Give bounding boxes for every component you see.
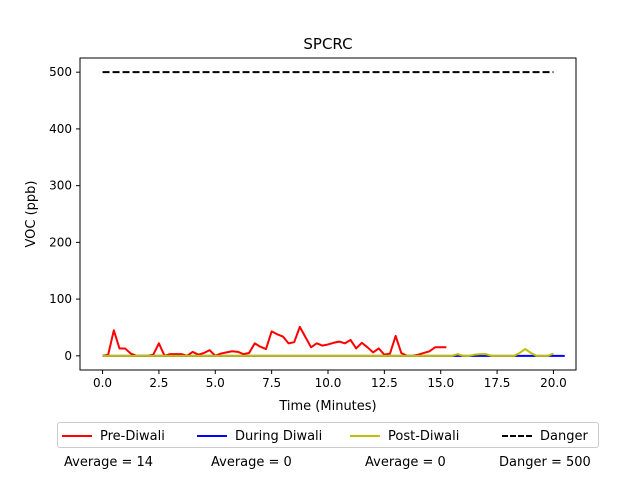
legend-label-danger: Danger	[540, 428, 588, 444]
y-axis-label: VOC (ppb)	[24, 180, 39, 247]
legend-label-post-diwali: Post-Diwali	[388, 428, 460, 444]
legend-label-pre-diwali: Pre-Diwali	[100, 428, 165, 444]
average-during-diwali: Average = 0	[211, 455, 292, 470]
series-layer	[102, 71, 565, 357]
y-tick-label: 200	[49, 235, 72, 249]
x-tick-label: 7.5	[262, 376, 281, 390]
y-tick-label: 100	[49, 292, 72, 306]
y-tick-label: 400	[49, 122, 72, 136]
y-tick-label: 500	[49, 65, 72, 79]
x-tick-label: 12.5	[371, 376, 398, 390]
x-axis: 0.0 2.5 5.0 7.5 10.0 12.5 15.0 17.5 20.0	[93, 370, 567, 390]
average-pre-diwali: Average = 14	[64, 455, 154, 470]
chart-title: SPCRC	[303, 35, 352, 53]
legend-swatch-danger	[502, 435, 532, 437]
legend-item-danger: Danger	[502, 427, 588, 445]
x-tick-label: 2.5	[149, 376, 168, 390]
x-tick-label: 10.0	[315, 376, 342, 390]
legend-item-during-diwali: During Diwali	[197, 427, 322, 445]
y-tick-label: 300	[49, 179, 72, 193]
legend: Pre-Diwali During Diwali Post-Diwali Dan…	[57, 422, 599, 448]
legend-swatch-post-diwali	[350, 435, 380, 437]
legend-swatch-pre-diwali	[62, 435, 92, 437]
plot-frame	[79, 57, 577, 371]
x-tick-label: 15.0	[427, 376, 454, 390]
x-tick-label: 17.5	[484, 376, 511, 390]
legend-item-post-diwali: Post-Diwali	[350, 427, 459, 445]
y-tick-label: 0	[64, 349, 72, 363]
legend-label-during-diwali: During Diwali	[235, 428, 323, 444]
x-tick-label: 0.0	[93, 376, 112, 390]
danger-level: Danger = 500	[499, 455, 591, 470]
legend-item-pre-diwali: Pre-Diwali	[62, 427, 165, 445]
x-axis-label: Time (Minutes)	[278, 399, 376, 414]
series-line-pre-diwali	[102, 325, 447, 357]
y-axis: 0 100 200 300 400 500	[49, 65, 80, 363]
series-line-post-diwali	[102, 348, 554, 357]
legend-swatch-during-diwali	[197, 435, 227, 437]
x-tick-label: 20.0	[540, 376, 567, 390]
average-post-diwali: Average = 0	[365, 455, 446, 470]
x-tick-label: 5.0	[206, 376, 225, 390]
